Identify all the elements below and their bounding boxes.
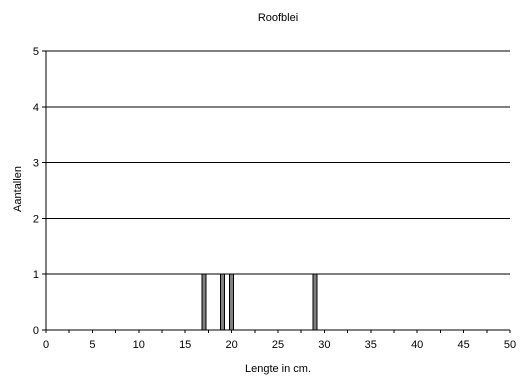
x-tick-label-0: 0 bbox=[43, 339, 49, 351]
y-tick-label-0: 0 bbox=[33, 325, 39, 337]
y-tick-label-1: 1 bbox=[33, 269, 39, 281]
x-axis-ticks: 0 5 10 15 20 25 30 35 40 45 50 bbox=[43, 330, 516, 351]
x-axis-label: Lengte in cm. bbox=[245, 363, 311, 375]
bars bbox=[201, 273, 318, 331]
bar-2 bbox=[229, 273, 235, 331]
x-tick-label-10: 50 bbox=[504, 339, 516, 351]
x-tick-label-4: 20 bbox=[225, 339, 237, 351]
y-tick-label-4: 4 bbox=[33, 102, 39, 114]
bar-0 bbox=[201, 273, 207, 331]
bar-1 bbox=[219, 273, 225, 331]
x-tick-label-7: 35 bbox=[365, 339, 377, 351]
x-tick-label-1: 5 bbox=[89, 339, 95, 351]
y-axis-ticks: 0 1 2 3 4 5 bbox=[33, 46, 46, 337]
x-tick-label-8: 40 bbox=[411, 339, 423, 351]
chart-title: Roofblei bbox=[258, 12, 298, 24]
x-tick-label-5: 25 bbox=[272, 339, 284, 351]
x-tick-label-2: 10 bbox=[133, 339, 145, 351]
gridlines bbox=[46, 50, 510, 275]
x-tick-label-9: 45 bbox=[457, 339, 469, 351]
x-tick-label-6: 30 bbox=[318, 339, 330, 351]
y-tick-label-5: 5 bbox=[33, 46, 39, 58]
axes bbox=[45, 51, 510, 331]
x-tick-label-3: 15 bbox=[179, 339, 191, 351]
y-tick-label-2: 2 bbox=[33, 213, 39, 225]
y-axis-label: Aantallen bbox=[12, 166, 24, 212]
bar-3 bbox=[312, 273, 318, 331]
y-tick-label-3: 3 bbox=[33, 158, 39, 170]
